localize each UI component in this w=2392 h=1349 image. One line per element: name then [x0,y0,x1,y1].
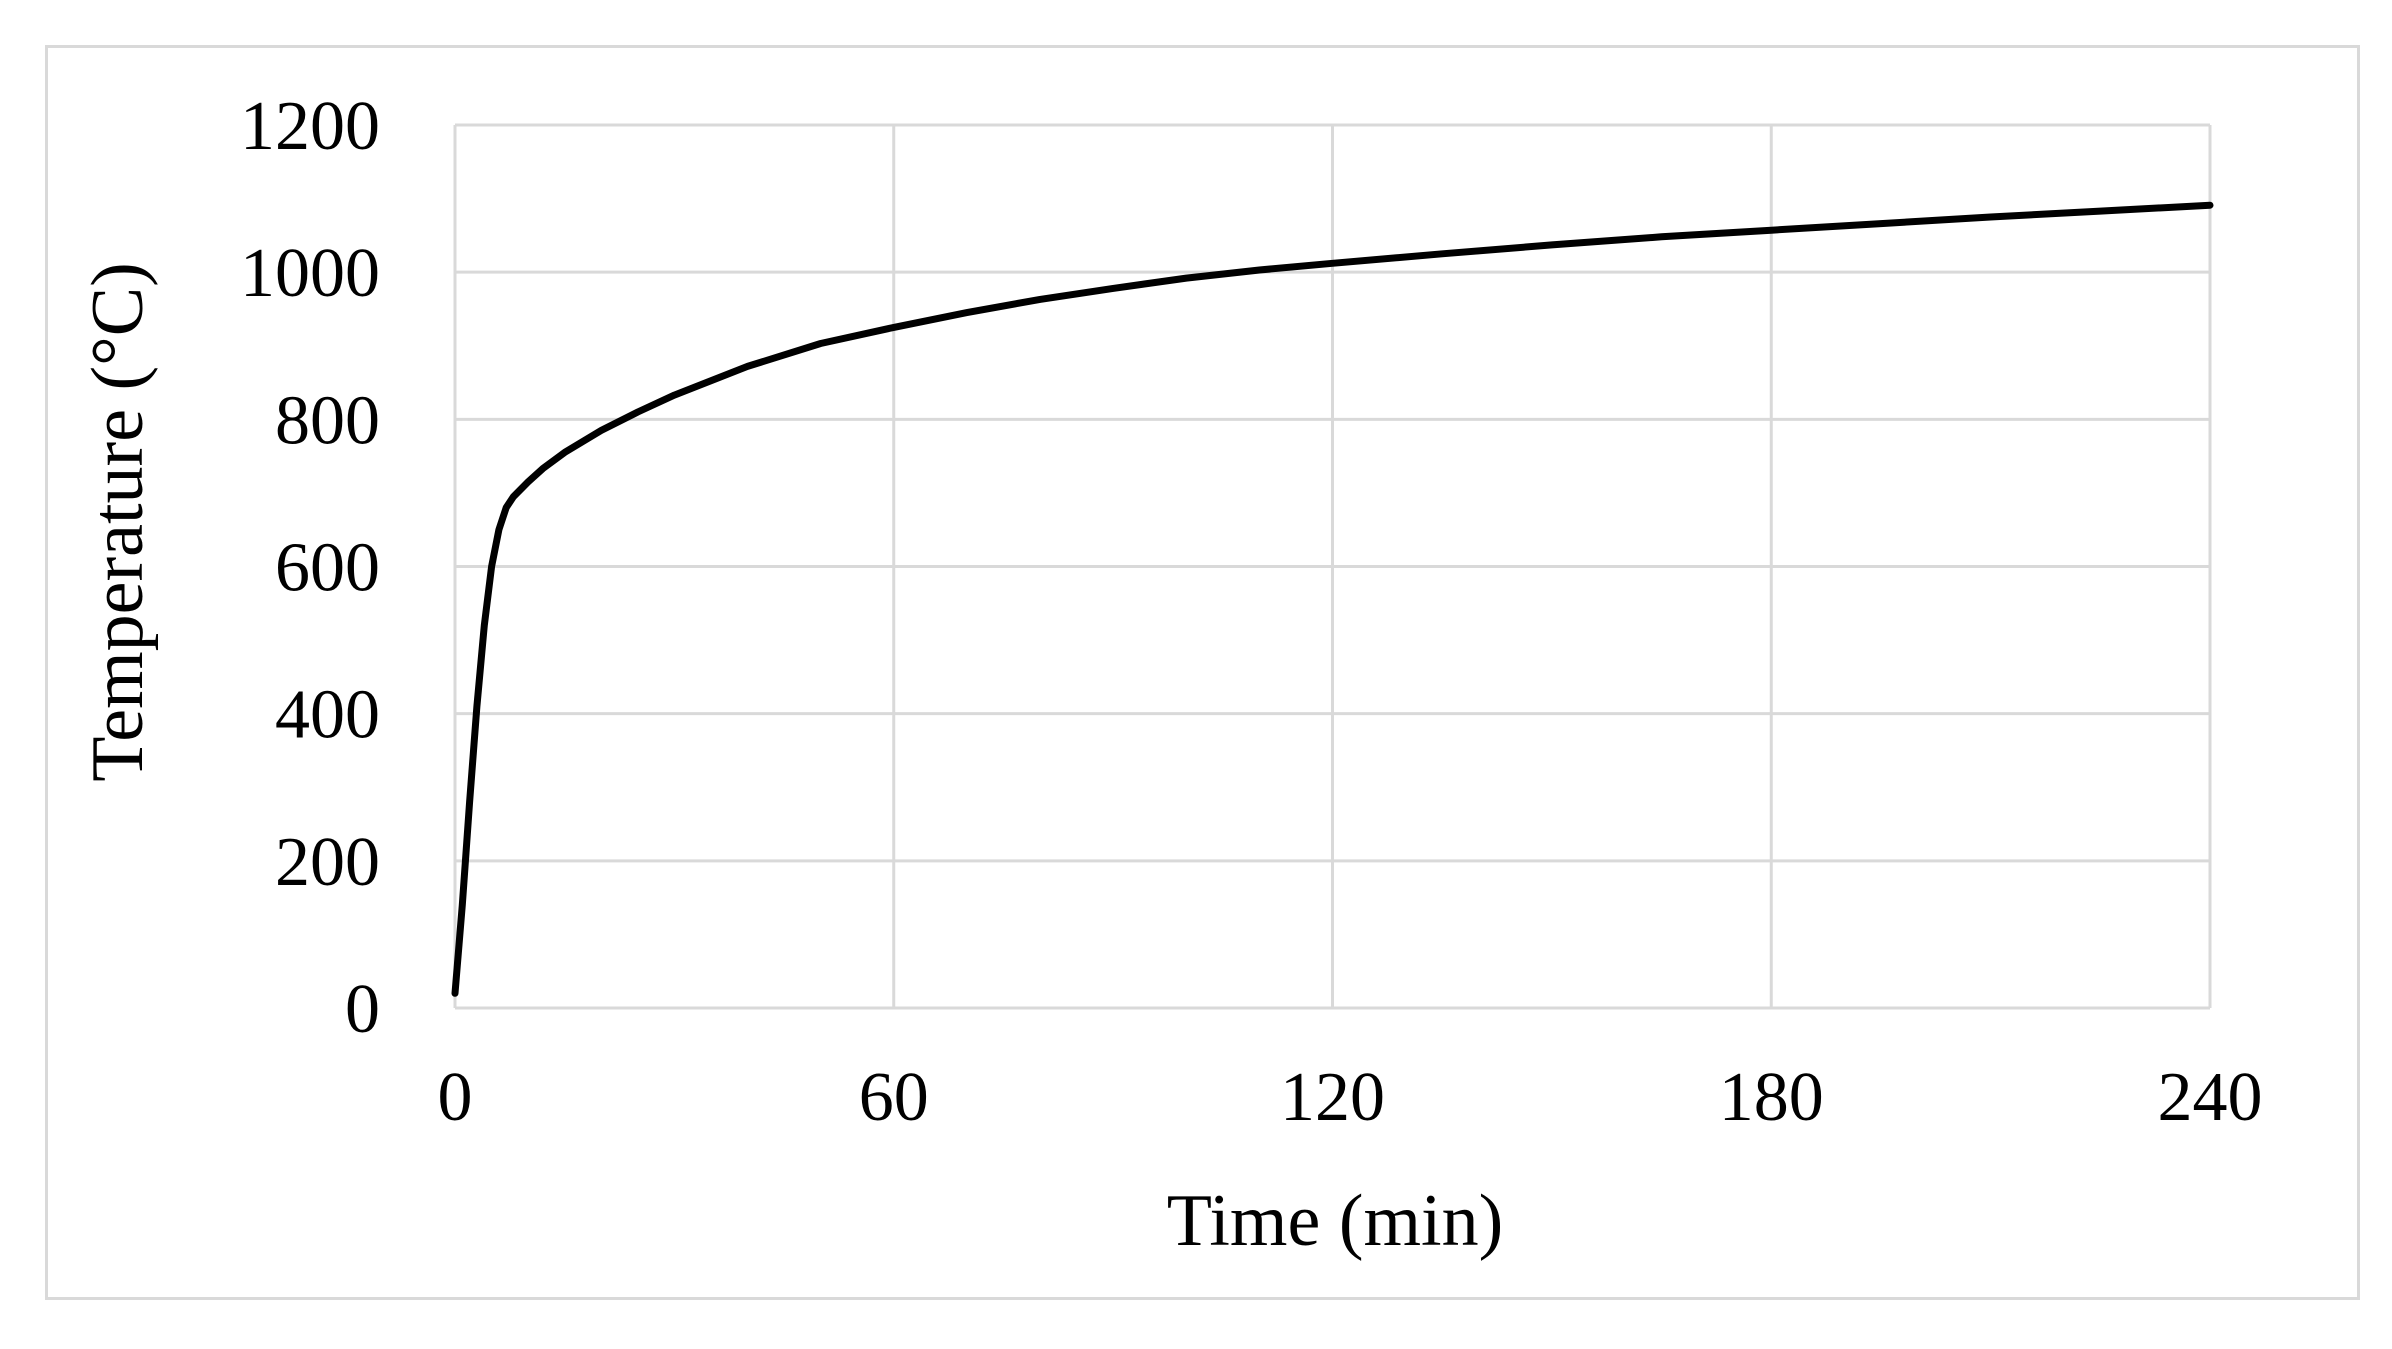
x-axis-title: Time (min) [1167,1180,1503,1262]
y-tick-label-200: 200 [275,824,380,901]
x-tick-label-120: 120 [1280,1059,1385,1136]
x-tick-label-180: 180 [1719,1059,1824,1136]
y-tick-label-1000: 1000 [240,235,380,312]
series-line-0 [451,201,2214,997]
y-axis-title: Temperature (°C) [77,262,159,782]
grid-layer [453,123,2212,1010]
x-tick-labels: 0 60 120 180 240 [438,1059,2263,1136]
y-tick-labels: 0 200 400 600 800 1000 1200 [240,88,380,1048]
series-layer [451,201,2214,997]
y-tick-label-1200: 1200 [240,88,380,165]
y-tick-label-600: 600 [275,530,380,607]
y-tick-label-0: 0 [345,971,380,1048]
y-tick-label-400: 400 [275,677,380,754]
x-tick-label-240: 240 [2158,1059,2263,1136]
chart-frame [45,45,2360,1300]
x-tick-label-60: 60 [859,1059,929,1136]
y-tick-label-800: 800 [275,382,380,459]
x-tick-label-0: 0 [438,1059,473,1136]
